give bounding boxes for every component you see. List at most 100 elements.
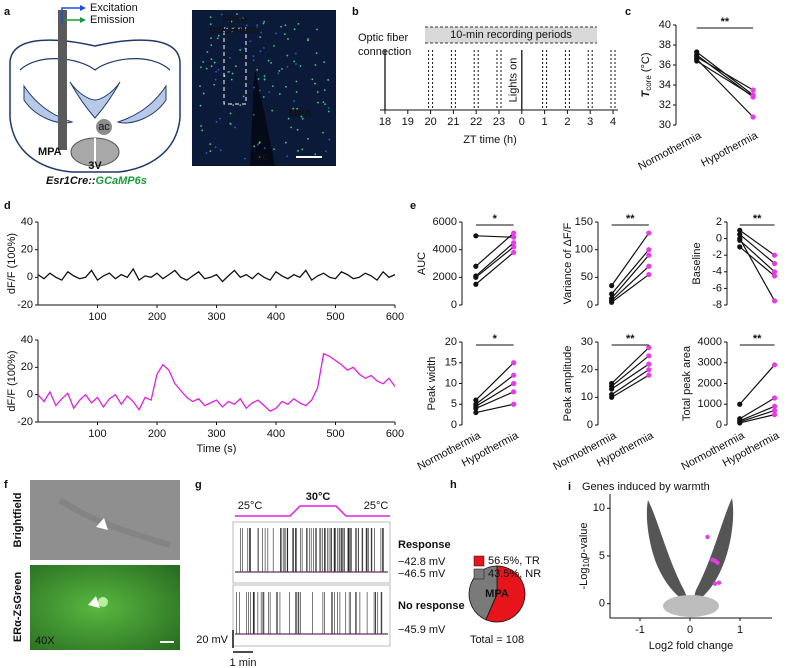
speckle <box>327 110 330 113</box>
brain-schematic <box>9 5 181 173</box>
center-label: MPA <box>485 588 509 600</box>
speckle <box>317 101 319 104</box>
pair-line <box>739 405 775 422</box>
data-point <box>511 380 517 387</box>
y-tick-label: -4 <box>712 266 722 278</box>
y-tick-label: 0 <box>716 233 722 245</box>
y-tick-label: 2000 <box>433 271 457 283</box>
y-tick-label: 2 <box>716 216 722 228</box>
data-point <box>473 409 479 416</box>
speckle <box>293 60 296 63</box>
y-axis-label: dF/F (100%) <box>6 350 18 411</box>
y-tick-label: 10 <box>581 391 593 403</box>
data-point <box>473 274 479 280</box>
y-tick-label: 4000 <box>698 336 722 348</box>
speckle <box>307 38 309 40</box>
panel-label: f <box>4 479 8 491</box>
data-point <box>473 281 479 287</box>
speckle <box>263 20 266 23</box>
speckle <box>228 70 230 73</box>
y-tick-label: 5 <box>451 398 457 410</box>
speckle <box>238 17 241 20</box>
x-tick-label: Hypothermia <box>699 129 760 169</box>
speckle <box>328 138 331 141</box>
y-tick-label: 15 <box>445 357 457 369</box>
label: −46.5 mV <box>398 568 446 580</box>
data-point <box>771 407 778 414</box>
total-label: Total = 108 <box>470 634 524 646</box>
speckle <box>256 68 259 71</box>
panel-label: c <box>625 6 631 18</box>
y-tick-label: 0 <box>27 389 33 401</box>
x-tick-label: 500 <box>326 428 344 440</box>
data-point <box>511 389 517 395</box>
speckle <box>292 107 295 110</box>
pair-line <box>475 362 515 401</box>
speckle <box>256 143 259 146</box>
label: −42.8 mV <box>398 556 446 568</box>
trace <box>37 267 396 283</box>
pair-line <box>611 355 650 387</box>
pair-line <box>696 60 754 97</box>
data-point <box>694 58 700 64</box>
y-tick-label: -20 <box>17 416 33 428</box>
speckle <box>213 83 216 86</box>
label: 40X <box>35 635 55 647</box>
y-tick-label: 0 <box>587 419 593 431</box>
speckle <box>205 67 208 70</box>
label: ZT time (h) <box>463 134 517 146</box>
speckle <box>209 150 212 152</box>
speckle <box>281 67 283 70</box>
pair-line <box>611 347 650 384</box>
x-tick-label: 200 <box>148 311 166 323</box>
data-point <box>646 252 652 258</box>
speckle <box>259 36 262 39</box>
label: Fibre <box>222 14 247 26</box>
label: Excitation <box>90 2 138 14</box>
speckle <box>214 146 217 148</box>
y-tick-label: 0 <box>587 299 593 311</box>
data-point <box>771 260 778 267</box>
data-point <box>737 231 743 238</box>
speckle <box>311 78 314 81</box>
speckle <box>230 20 233 23</box>
speckle <box>301 117 304 120</box>
speckle <box>278 69 281 72</box>
speckle <box>315 52 318 55</box>
genotype: Esr1Cre::GCaMP6s <box>46 175 147 187</box>
speckle <box>219 149 222 152</box>
x-axis-label: Log2 fold change <box>649 640 733 652</box>
significance: ** <box>753 333 762 345</box>
data-point <box>511 360 517 366</box>
y-axis-label: -Log10p-value <box>578 522 591 589</box>
y-axis-label: AUC <box>416 252 428 275</box>
pair-line <box>475 391 514 409</box>
data-point <box>473 405 479 411</box>
speckle <box>256 26 259 29</box>
label-part: GCaMP6s <box>96 175 147 187</box>
data-point <box>609 386 615 392</box>
label: 25°C <box>238 500 263 512</box>
speckle <box>316 91 319 94</box>
y-tick-label: 5 <box>599 550 605 562</box>
y-tick-label: 30 <box>581 336 593 348</box>
speckle <box>273 148 276 151</box>
speckle <box>286 54 289 57</box>
panel-label: d <box>4 200 11 212</box>
y-tick-label: -6 <box>712 282 722 294</box>
speckle <box>327 107 330 109</box>
speckle <box>299 65 302 67</box>
data-point <box>737 236 743 242</box>
label-part: -Log <box>578 567 590 589</box>
tick-label: 19 <box>402 116 414 128</box>
data-point <box>737 401 743 407</box>
speckle <box>239 104 242 106</box>
pair-line <box>739 238 776 302</box>
cell-images <box>30 480 180 650</box>
y-tick-label: 0 <box>451 299 457 311</box>
speckle <box>252 59 255 62</box>
legend-label: 56.5%, TR <box>488 555 540 567</box>
pair-line <box>611 369 650 396</box>
pair-line <box>611 274 650 303</box>
speckle <box>199 104 202 107</box>
